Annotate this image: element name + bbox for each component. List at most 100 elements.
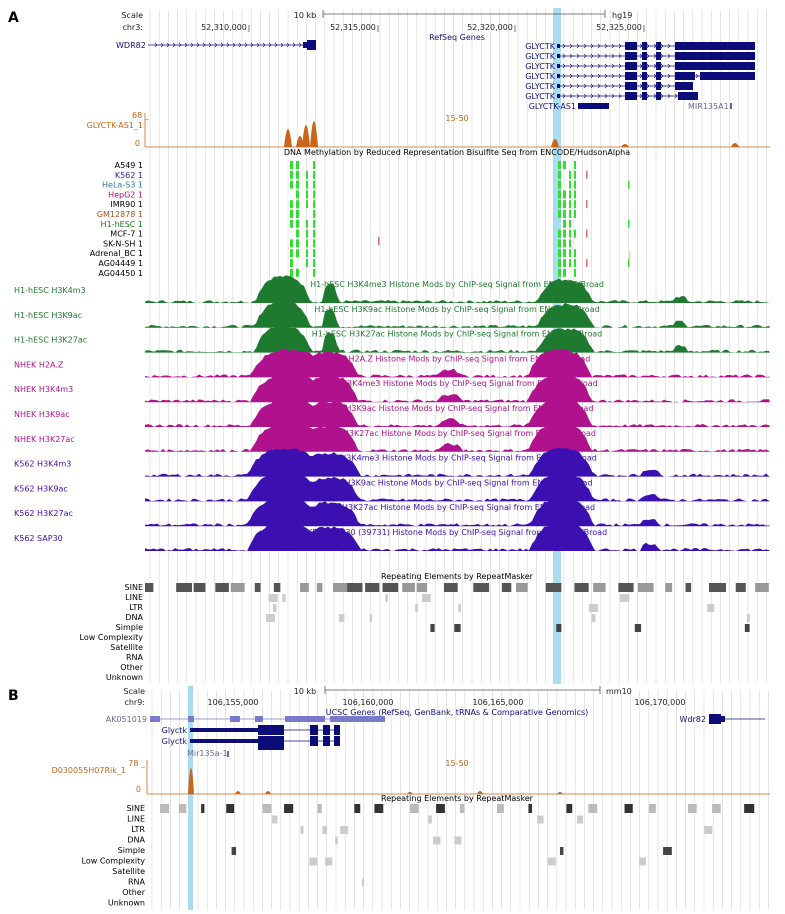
- gene-exon: [642, 82, 647, 90]
- strand-arrow: [618, 73, 622, 79]
- strand-arrow: [562, 43, 566, 49]
- methylation-mark: [290, 219, 293, 228]
- repeat-block: [637, 583, 654, 592]
- methylation-mark: [558, 229, 561, 238]
- histone-track-label: NHEK H3K27ac: [14, 435, 75, 444]
- strand-arrow: [611, 43, 615, 49]
- strand-arrow: [611, 83, 615, 89]
- repeat-block: [648, 804, 656, 813]
- repeats-title: Repeating Elements by RepeatMasker: [381, 794, 534, 803]
- methylation-title: DNA Methylation by Reduced Representatio…: [284, 148, 630, 157]
- gene-exon: [625, 62, 637, 70]
- histone-track-label: K562 H3K9ac: [14, 484, 68, 493]
- strand-arrow: [611, 73, 615, 79]
- repeat-class-label: Unknown: [106, 673, 143, 682]
- repeat-block: [402, 583, 415, 592]
- strand-arrow: [232, 42, 236, 48]
- repeat-block: [362, 878, 364, 887]
- strand-arrow: [569, 63, 573, 69]
- methylation-mark: [313, 180, 315, 189]
- strand-arrow: [569, 83, 573, 89]
- methylation-row-label: A549 1: [115, 161, 143, 170]
- histone-track-label: H1-hESC H3K9ac: [14, 311, 82, 320]
- gene-exon: [258, 725, 284, 735]
- methylation-mark: [306, 239, 308, 248]
- strand-arrow: [618, 43, 622, 49]
- methylation-mark: [313, 268, 315, 277]
- methylation-mark: [313, 219, 315, 228]
- repeat-block: [588, 604, 598, 612]
- strand-arrow: [597, 83, 601, 89]
- gene-exon: [557, 84, 560, 88]
- gene-label: MIR135A1: [688, 102, 729, 111]
- strand-arrow: [646, 93, 650, 99]
- methylation-row-label: MCF-7 1: [110, 230, 143, 239]
- grid-lines: [149, 10, 767, 683]
- highlight-band: [188, 686, 193, 910]
- gene-exon: [310, 736, 318, 746]
- histone-track-title: K562 H3K9ac Histone Mods by ChIP-seq Sig…: [321, 478, 592, 487]
- methylation-mark: [296, 239, 299, 248]
- strand-arrow: [611, 53, 615, 59]
- methylation-mark: [306, 219, 308, 228]
- repeat-class-label: Satellite: [112, 867, 145, 876]
- gene-exon: [285, 716, 325, 722]
- signal-area: [145, 497, 770, 527]
- strand-arrow: [646, 83, 650, 89]
- gene-exon: [656, 42, 661, 50]
- histone-track-title: H1-hESC H3K4me3 Histone Mods by ChIP-seq…: [310, 280, 604, 289]
- repeat-class-label: Simple: [118, 846, 145, 855]
- repeat-class-label: LINE: [127, 815, 145, 824]
- methylation-mark: [306, 170, 308, 179]
- strand-arrow: [590, 73, 594, 79]
- repeat-block: [231, 847, 237, 855]
- repeat-class-label: Low Complexity: [82, 857, 146, 866]
- repeat-class-label: RNA: [126, 653, 144, 662]
- strand-arrow: [583, 53, 587, 59]
- gene-exon: [675, 82, 693, 90]
- repeats-title: Repeating Elements by RepeatMasker: [381, 572, 534, 581]
- gene-exon: [227, 751, 229, 757]
- repeat-block: [707, 604, 715, 612]
- methylation-mark: [569, 180, 571, 189]
- repeat-block: [422, 594, 431, 602]
- repeat-class-label: Unknown: [108, 899, 145, 908]
- repeat-block: [459, 804, 465, 813]
- repeat-class-label: SINE: [127, 804, 145, 813]
- repeat-block: [322, 826, 327, 834]
- gene-exon: [642, 92, 647, 100]
- strand-arrow: [172, 42, 176, 48]
- repeat-block: [272, 604, 277, 612]
- gene-exon: [642, 52, 647, 60]
- repeat-block: [496, 804, 504, 813]
- methylation-mark: [306, 229, 308, 238]
- scale-bar-label: 10 kb: [294, 11, 316, 20]
- repeat-block: [755, 583, 769, 592]
- signal-area: [145, 522, 770, 551]
- scale-label: Scale: [121, 11, 143, 20]
- panel-letter-b: B: [8, 688, 19, 704]
- methylation-mark: [290, 170, 293, 179]
- repeat-block: [145, 583, 154, 592]
- strand-arrow: [597, 43, 601, 49]
- repeat-block: [545, 583, 562, 592]
- methylation-mark: [306, 190, 308, 199]
- methylation-mark: [569, 249, 571, 258]
- strand-arrow: [190, 42, 194, 48]
- expr-peak: [235, 791, 241, 794]
- repeat-class-label: Other: [120, 663, 143, 672]
- methylation-mark: [313, 239, 315, 248]
- repeat-block: [735, 583, 746, 592]
- repeat-block: [176, 583, 192, 592]
- ucsc-track-title: UCSC Genes (RefSeq, GenBank, tRNAs & Com…: [326, 708, 589, 717]
- strand-arrow: [202, 42, 206, 48]
- strand-arrow: [646, 53, 650, 59]
- coord-tick-label: 52,315,000: [330, 23, 376, 32]
- grid-lines: [151, 690, 769, 910]
- repeat-block: [744, 624, 750, 632]
- strand-arrow: [576, 43, 580, 49]
- strand-arrow: [674, 93, 678, 99]
- strand-arrow: [597, 53, 601, 59]
- methylation-mark: [313, 170, 315, 179]
- gene-exon: [255, 716, 263, 722]
